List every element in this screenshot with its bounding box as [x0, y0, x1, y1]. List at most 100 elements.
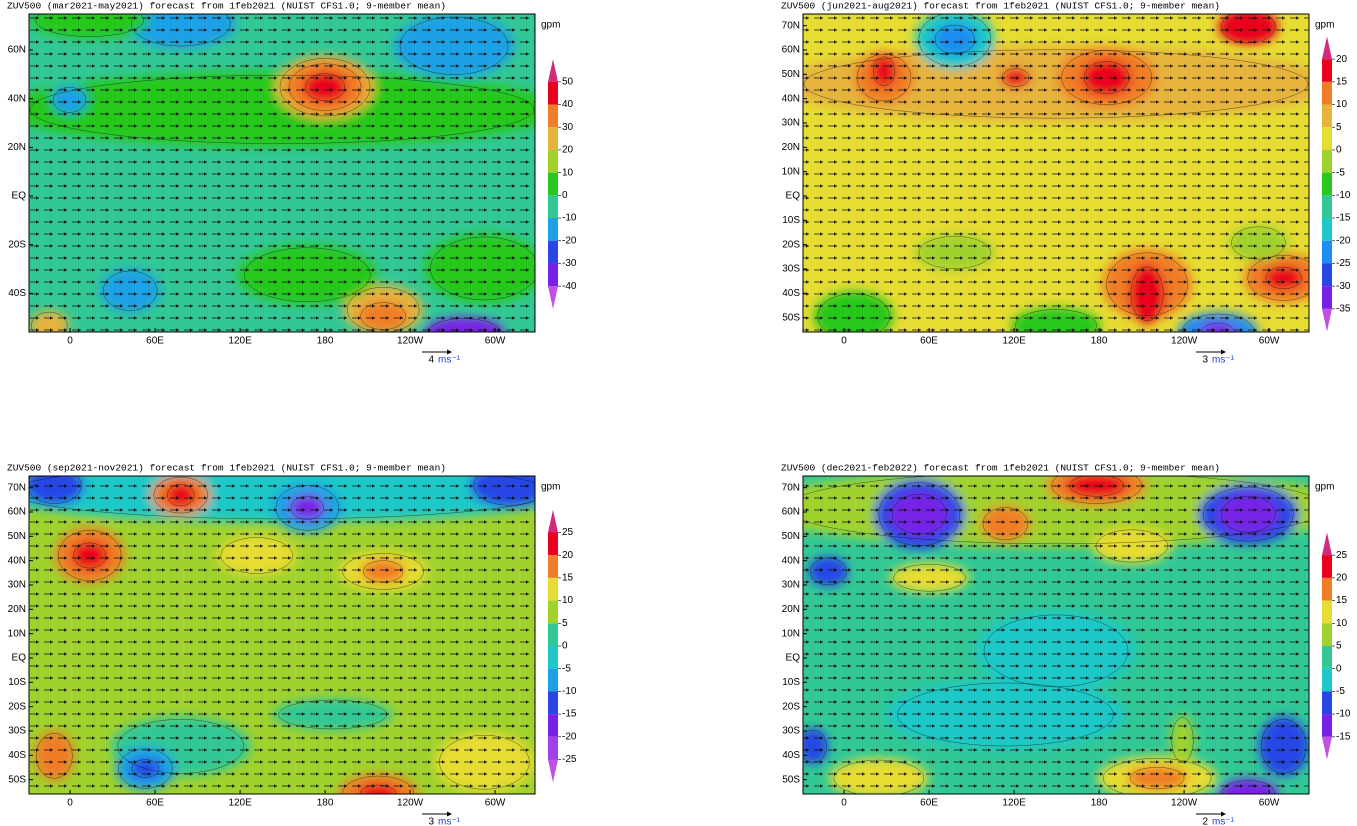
colorbar-label: 0 [1336, 145, 1342, 156]
colorbar-segment [1322, 240, 1332, 264]
lat-label: 20S [8, 701, 26, 712]
lon-label: 180 [1091, 336, 1108, 347]
reference-magnitude: 2 [1202, 817, 1208, 826]
lat-label: EQ [12, 191, 27, 202]
lat-label: 40S [782, 750, 800, 761]
colorbar-label: -10 [1336, 190, 1351, 201]
lat-label: 70N [8, 482, 26, 493]
colorbar-segment [548, 600, 558, 624]
lon-label: 60E [146, 798, 164, 809]
colorbar-label: -5 [1336, 686, 1345, 697]
wind-vectors [803, 14, 1309, 332]
lon-label: 120W [1171, 798, 1198, 809]
reference-unit: ms⁻¹ [438, 355, 461, 366]
colorbar-label: 40 [562, 99, 574, 110]
colorbar-end [1322, 736, 1332, 760]
colorbar-label: -30 [1336, 281, 1351, 292]
lat-label: 30S [782, 726, 800, 737]
lon-label: 180 [317, 798, 334, 809]
lat-label: 10S [8, 677, 26, 688]
colorbar-segment [1322, 263, 1332, 287]
lat-label: 20S [782, 239, 800, 250]
reference-magnitude: 4 [428, 355, 434, 366]
colorbar-unit: gpm [1315, 20, 1334, 31]
reference-arrow-head [1221, 811, 1226, 817]
colorbar-segment [1322, 286, 1332, 309]
colorbar-segment [1322, 104, 1332, 128]
reference-magnitude: 3 [428, 817, 434, 826]
colorbar-label: -10 [562, 686, 577, 697]
lat-label: 50N [782, 531, 800, 542]
lon-label: 0 [841, 798, 847, 809]
colorbar-label: 25 [1336, 550, 1348, 561]
lat-label: 30N [8, 580, 26, 591]
wind-vectors [29, 476, 535, 794]
lat-label: 10N [782, 628, 800, 639]
panel-title: ZUV500 (dec2021-feb2022) forecast from 1… [781, 463, 1220, 474]
lat-label: 40N [782, 555, 800, 566]
colorbar-end [1322, 36, 1332, 60]
colorbar-segment [548, 172, 558, 196]
colorbar-label: -40 [562, 281, 577, 292]
colorbar-label: -35 [1336, 303, 1351, 314]
colorbar-label: -20 [562, 731, 577, 742]
map-frame [802, 13, 1310, 333]
colorbar-end [1322, 308, 1332, 332]
lat-label: 60N [782, 507, 800, 518]
reference-unit: ms⁻¹ [438, 817, 461, 826]
colorbar-label: 5 [562, 618, 568, 629]
lat-label: 40S [8, 750, 26, 761]
colorbar-unit: gpm [1315, 482, 1334, 493]
colorbar-end [548, 509, 558, 533]
colorbar-label: -10 [1336, 709, 1351, 720]
colorbar-label: 20 [562, 550, 574, 561]
panel-title: ZUV500 (sep2021-nov2021) forecast from 1… [7, 463, 446, 474]
colorbar-unit: gpm [541, 482, 560, 493]
colorbar-segment [1322, 600, 1332, 624]
lon-label: 120W [397, 798, 424, 809]
colorbar-label: 15 [1336, 595, 1348, 606]
reference-magnitude: 3 [1202, 355, 1208, 366]
colorbar-label: 5 [1336, 122, 1342, 133]
colorbar-label: 0 [562, 641, 568, 652]
lat-label: 40N [8, 93, 26, 104]
map-frame [802, 475, 1310, 795]
lat-label: EQ [12, 653, 27, 664]
lat-label: 30S [782, 264, 800, 275]
colorbar-label: 10 [562, 167, 574, 178]
lat-label: 20S [782, 701, 800, 712]
colorbar-segment [548, 577, 558, 601]
colorbar-segment [548, 532, 558, 556]
lat-label: EQ [786, 191, 801, 202]
colorbar-label: 25 [562, 527, 574, 538]
colorbar-label: -5 [1336, 167, 1345, 178]
lon-label: 180 [317, 336, 334, 347]
lon-label: 60E [920, 798, 938, 809]
lat-label: 10S [782, 677, 800, 688]
colorbar-segment [1322, 127, 1332, 150]
colorbar-segment [548, 623, 558, 646]
colorbar-segment [1322, 646, 1332, 669]
colorbar-label: 0 [1336, 663, 1342, 674]
lon-label: 120E [1002, 336, 1026, 347]
reference-arrow-head [1221, 349, 1226, 355]
colorbar-label: -15 [1336, 213, 1351, 224]
colorbar-label: 0 [562, 190, 568, 201]
lat-label: 60N [8, 507, 26, 518]
map-field [29, 476, 535, 794]
colorbar-segment [1322, 555, 1332, 578]
colorbar-segment [1322, 149, 1332, 173]
colorbar-segment [548, 691, 558, 715]
colorbar-segment [548, 218, 558, 241]
colorbar-segment [1322, 59, 1332, 82]
colorbar-label: 30 [562, 122, 574, 133]
lat-label: 50N [782, 69, 800, 80]
map-frame [28, 475, 536, 795]
colorbar-segment [1322, 195, 1332, 219]
colorbar-label: 15 [562, 573, 574, 584]
map-field [803, 14, 1309, 332]
map-field [803, 476, 1309, 794]
colorbar-label: 20 [562, 145, 574, 156]
lat-label: 50S [8, 774, 26, 785]
colorbar-label: 10 [1336, 618, 1348, 629]
